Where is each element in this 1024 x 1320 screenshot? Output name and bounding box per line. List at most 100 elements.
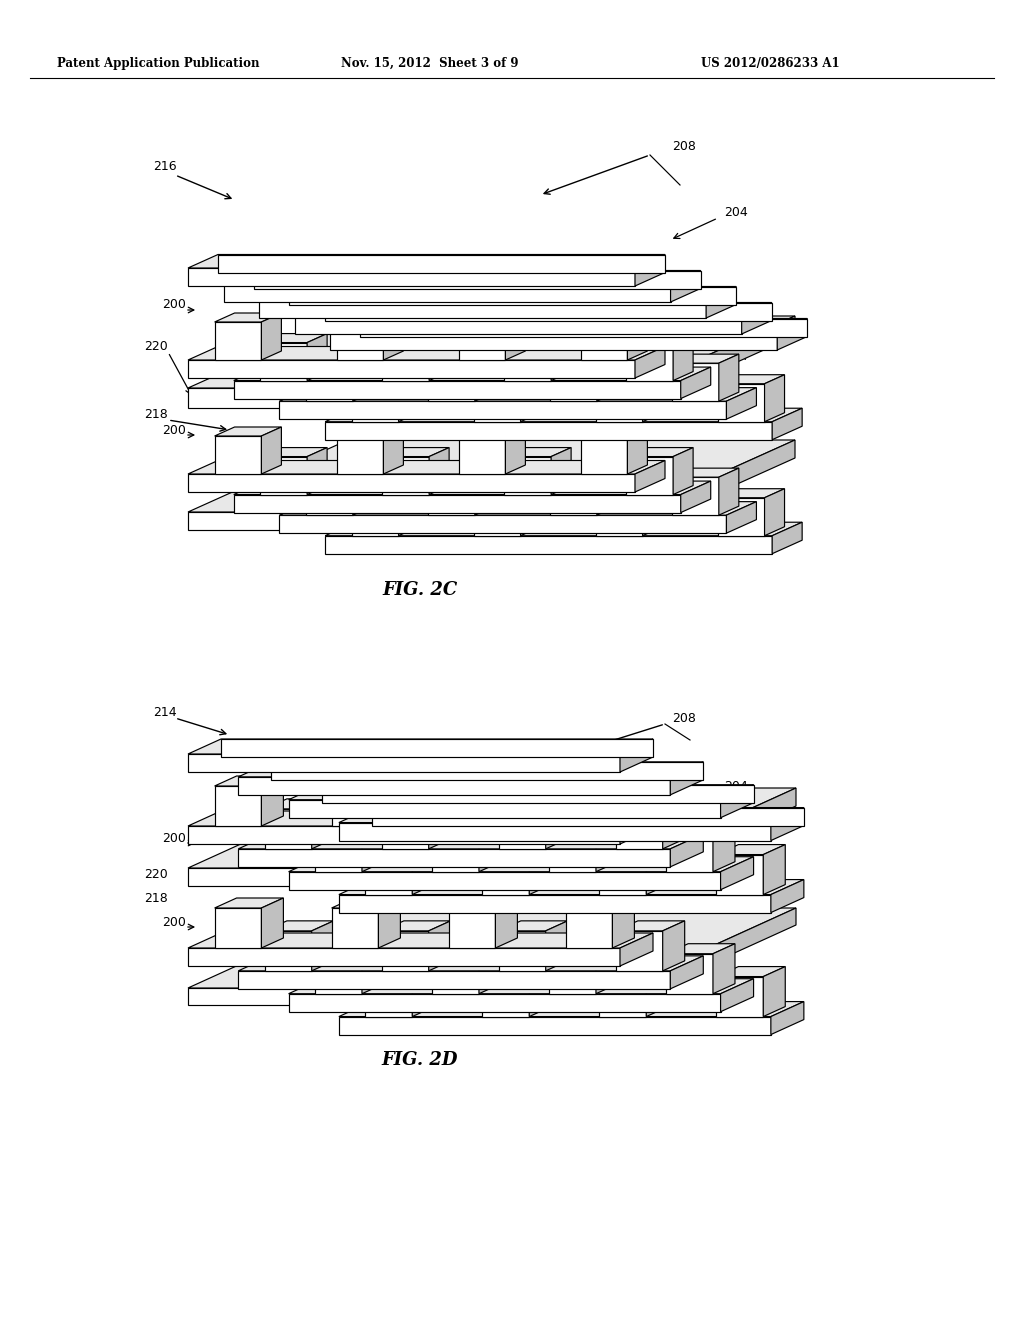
Polygon shape bbox=[261, 426, 282, 474]
Polygon shape bbox=[339, 895, 771, 912]
Polygon shape bbox=[549, 944, 617, 954]
Polygon shape bbox=[307, 447, 327, 495]
Polygon shape bbox=[717, 845, 785, 854]
Polygon shape bbox=[496, 898, 517, 948]
Polygon shape bbox=[663, 799, 685, 849]
Polygon shape bbox=[223, 284, 671, 302]
Polygon shape bbox=[221, 739, 653, 756]
Polygon shape bbox=[642, 488, 663, 536]
Polygon shape bbox=[459, 426, 525, 436]
Polygon shape bbox=[382, 447, 450, 457]
Polygon shape bbox=[474, 384, 520, 421]
Polygon shape bbox=[188, 388, 635, 408]
Polygon shape bbox=[479, 822, 501, 871]
Polygon shape bbox=[188, 788, 796, 869]
Polygon shape bbox=[315, 954, 361, 994]
Polygon shape bbox=[635, 255, 665, 286]
Polygon shape bbox=[265, 809, 311, 849]
Polygon shape bbox=[315, 832, 361, 871]
Text: 208: 208 bbox=[672, 711, 696, 725]
Text: 204: 204 bbox=[724, 351, 748, 363]
Polygon shape bbox=[383, 426, 403, 474]
Polygon shape bbox=[428, 354, 495, 363]
Polygon shape bbox=[188, 474, 635, 492]
Polygon shape bbox=[239, 956, 703, 970]
Polygon shape bbox=[504, 343, 551, 380]
Polygon shape bbox=[772, 408, 802, 440]
Polygon shape bbox=[289, 784, 754, 800]
Polygon shape bbox=[289, 857, 754, 871]
Polygon shape bbox=[504, 447, 571, 457]
Polygon shape bbox=[672, 477, 719, 515]
Polygon shape bbox=[459, 322, 506, 360]
Polygon shape bbox=[429, 334, 450, 380]
Polygon shape bbox=[188, 512, 635, 531]
Polygon shape bbox=[188, 810, 653, 826]
Polygon shape bbox=[239, 849, 671, 867]
Polygon shape bbox=[337, 313, 403, 322]
Polygon shape bbox=[271, 762, 703, 780]
Polygon shape bbox=[366, 854, 413, 895]
Polygon shape bbox=[265, 931, 311, 970]
Polygon shape bbox=[339, 879, 804, 895]
Polygon shape bbox=[259, 300, 707, 318]
Polygon shape bbox=[646, 966, 669, 1016]
Polygon shape bbox=[188, 346, 665, 360]
Polygon shape bbox=[615, 931, 663, 970]
Polygon shape bbox=[332, 908, 379, 948]
Polygon shape bbox=[413, 966, 434, 1016]
Polygon shape bbox=[620, 933, 653, 966]
Polygon shape bbox=[550, 354, 616, 363]
Polygon shape bbox=[306, 469, 373, 477]
Polygon shape bbox=[432, 822, 501, 832]
Polygon shape bbox=[379, 898, 400, 948]
Polygon shape bbox=[721, 784, 754, 817]
Text: A₁: A₁ bbox=[517, 915, 529, 925]
Polygon shape bbox=[718, 488, 784, 498]
Polygon shape bbox=[474, 498, 520, 536]
Polygon shape bbox=[504, 457, 551, 495]
Polygon shape bbox=[366, 845, 434, 854]
Polygon shape bbox=[306, 477, 353, 515]
Polygon shape bbox=[615, 921, 685, 931]
Polygon shape bbox=[635, 346, 665, 378]
Polygon shape bbox=[449, 785, 496, 826]
Polygon shape bbox=[474, 488, 541, 498]
Polygon shape bbox=[721, 978, 754, 1011]
Polygon shape bbox=[627, 334, 693, 343]
Polygon shape bbox=[428, 469, 495, 477]
Polygon shape bbox=[351, 375, 419, 384]
Polygon shape bbox=[581, 313, 647, 322]
Polygon shape bbox=[295, 302, 772, 315]
Polygon shape bbox=[718, 375, 784, 384]
Polygon shape bbox=[429, 799, 451, 849]
Polygon shape bbox=[671, 762, 703, 795]
Polygon shape bbox=[482, 845, 551, 854]
Polygon shape bbox=[646, 845, 669, 895]
Polygon shape bbox=[596, 498, 642, 536]
Polygon shape bbox=[721, 857, 754, 890]
Polygon shape bbox=[549, 832, 596, 871]
Polygon shape bbox=[280, 388, 757, 401]
Polygon shape bbox=[326, 421, 772, 440]
Polygon shape bbox=[432, 832, 479, 871]
Polygon shape bbox=[188, 933, 653, 948]
Polygon shape bbox=[620, 739, 653, 772]
Polygon shape bbox=[353, 469, 373, 515]
Polygon shape bbox=[382, 921, 451, 931]
Polygon shape bbox=[635, 440, 795, 531]
Polygon shape bbox=[667, 944, 735, 954]
Polygon shape bbox=[382, 799, 451, 809]
Text: 204: 204 bbox=[724, 206, 748, 219]
Polygon shape bbox=[499, 799, 567, 809]
Polygon shape bbox=[326, 523, 802, 536]
Polygon shape bbox=[188, 754, 620, 772]
Text: 204: 204 bbox=[724, 862, 748, 874]
Polygon shape bbox=[188, 908, 796, 987]
Polygon shape bbox=[546, 921, 567, 970]
Polygon shape bbox=[771, 1002, 804, 1035]
Polygon shape bbox=[765, 375, 784, 421]
Text: FIG. 2C: FIG. 2C bbox=[382, 581, 458, 599]
Polygon shape bbox=[499, 931, 546, 970]
Polygon shape bbox=[475, 469, 495, 515]
